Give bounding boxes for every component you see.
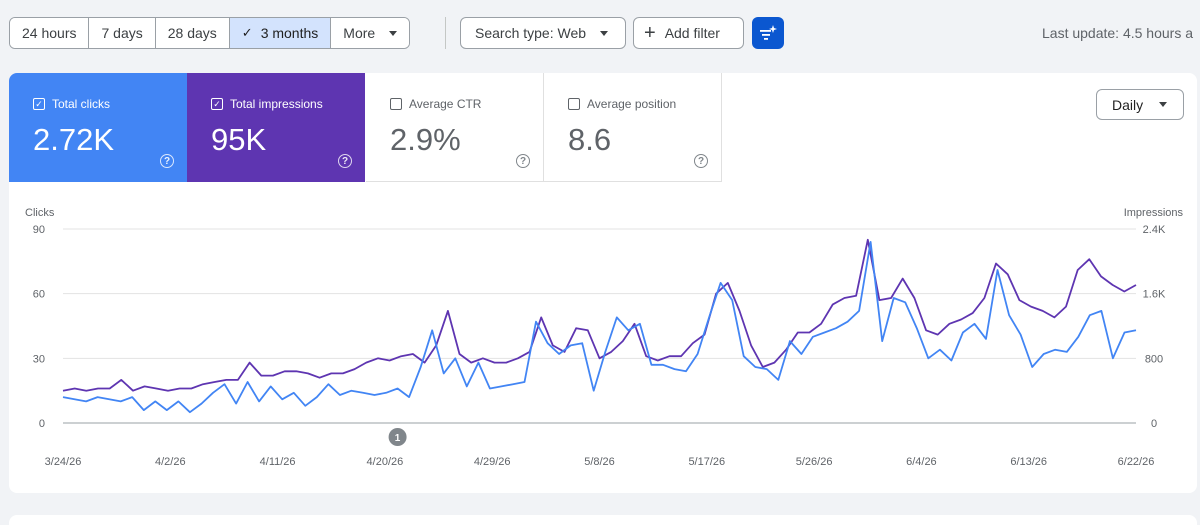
help-icon[interactable]: ? [338, 154, 352, 168]
performance-chart: Clicks Impressions 90 2.4K 60 1.6K 30 800 0 0 3/24… [25, 207, 1184, 468]
metric-average-position[interactable]: Average position 8.6 ? [544, 73, 722, 182]
metric-total-clicks[interactable]: ✓ Total clicks 2.72K ? [9, 73, 187, 182]
y-left-tick-label: 30 [33, 353, 45, 365]
range-label: 28 days [167, 25, 217, 41]
metric-value: 8.6 [568, 122, 612, 157]
help-icon[interactable]: ? [694, 154, 708, 168]
y-right-tick-label: 2.4K [1143, 224, 1166, 236]
series-line-total-clicks [62, 240, 1137, 414]
y-right-tick-label: 0 [1151, 418, 1157, 430]
x-tick-label: 5/26/26 [796, 456, 833, 468]
add-filter-label: Add filter [664, 25, 720, 41]
x-tick-label: 6/13/26 [1010, 456, 1047, 468]
range-28-days-button[interactable]: 28 days [155, 18, 230, 48]
checkbox-checked-icon[interactable]: ✓ [33, 98, 45, 110]
metric-label: Average position [587, 97, 677, 111]
range-more-button[interactable]: More [331, 18, 410, 48]
y-right-tick-label: 800 [1145, 353, 1163, 365]
x-tick-label: 4/11/26 [260, 456, 296, 468]
next-card-edge [9, 515, 1197, 525]
range-label: 24 hours [22, 25, 77, 41]
y-left-axis-title: Clicks [25, 207, 55, 219]
x-tick-label: 4/2/26 [155, 456, 186, 468]
metric-value: 2.9% [390, 122, 461, 157]
checkbox-unchecked-icon[interactable] [568, 98, 580, 110]
y-left-tick-label: 0 [39, 418, 45, 430]
help-icon[interactable]: ? [516, 154, 530, 168]
annotation-marker[interactable] [388, 428, 407, 446]
range-7-days-button[interactable]: 7 days [89, 18, 156, 48]
toolbar-divider [445, 17, 446, 49]
granularity-select[interactable]: Daily [1096, 89, 1184, 120]
metric-total-impressions[interactable]: ✓ Total impressions 95K ? [187, 73, 365, 182]
caret-down-icon [600, 30, 609, 36]
y-left-tick-label: 60 [33, 289, 45, 301]
metric-average-ctr[interactable]: Average CTR 2.9% ? [366, 73, 544, 182]
add-filter-button[interactable]: + Add filter [633, 17, 744, 49]
x-tick-label: 4/20/26 [367, 456, 404, 468]
x-tick-label: 4/29/26 [474, 456, 511, 468]
plus-icon: + [644, 22, 656, 44]
last-update-text: Last update: 4.5 hours a [1042, 25, 1193, 41]
metric-value: 2.72K [33, 122, 115, 157]
search-type-label: Search type: Web [475, 25, 587, 41]
x-tick-label: 6/4/26 [906, 456, 937, 468]
filter-sparkle-icon [760, 25, 777, 40]
caret-down-icon [1159, 102, 1168, 107]
help-icon[interactable]: ? [160, 154, 174, 168]
metric-label: Total clicks [52, 97, 111, 111]
metric-label: Total impressions [230, 97, 323, 111]
series-line-total-impressions [62, 238, 1137, 392]
x-tick-label: 3/24/26 [45, 456, 82, 468]
x-tick-label: 5/17/26 [688, 456, 725, 468]
metric-value: 95K [211, 122, 267, 157]
annotation-marker-label: 1 [395, 433, 401, 444]
search-type-button[interactable]: Search type: Web [460, 17, 626, 49]
checkbox-checked-icon[interactable]: ✓ [211, 98, 223, 110]
y-left-tick-label: 90 [33, 224, 45, 236]
granularity-label: Daily [1112, 96, 1144, 113]
date-range-group: 24 hours 7 days 28 days ✓ 3 months More [9, 17, 411, 49]
range-24-hours-button[interactable]: 24 hours [10, 18, 90, 48]
filter-sparkle-button[interactable] [752, 17, 784, 49]
metric-label: Average CTR [409, 97, 482, 111]
range-label: More [343, 25, 376, 41]
y-right-axis-title: Impressions [1124, 207, 1184, 219]
x-tick-label: 5/8/26 [584, 456, 615, 468]
toolbar: 24 hours 7 days 28 days ✓ 3 months More S… [0, 0, 1200, 68]
range-label: 7 days [101, 25, 143, 41]
checkbox-unchecked-icon[interactable] [390, 98, 402, 110]
y-right-tick-label: 1.6K [1143, 289, 1166, 301]
range-label: 3 months [260, 25, 319, 41]
check-icon: ✓ [241, 25, 253, 40]
x-tick-label: 6/22/26 [1118, 456, 1155, 468]
caret-down-icon [389, 30, 398, 36]
range-3-months-button[interactable]: ✓ 3 months [229, 18, 332, 48]
performance-card: ✓ Total clicks 2.72K ? ✓ Total impressions… [9, 73, 1197, 493]
